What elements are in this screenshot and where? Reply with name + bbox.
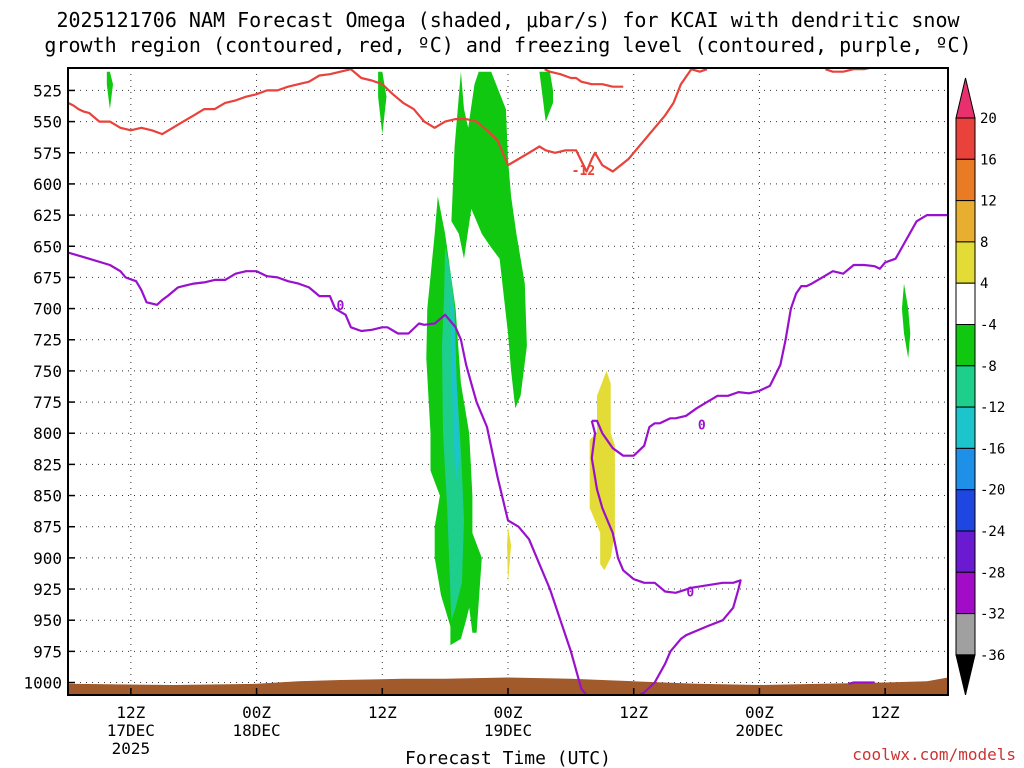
freezing-level-contour-line [591,214,948,457]
colorbar-swatch [955,447,976,491]
y-tick-label: 1000 [23,674,62,693]
omega-shaded-area [507,526,512,583]
colorbar-label: 16 [980,152,997,168]
y-tick-label: 775 [33,393,62,412]
contour-lines [68,68,948,695]
colorbar-swatch [955,117,976,160]
y-tick-label: 825 [33,455,62,474]
colorbar-label: 20 [980,111,997,127]
y-tick-label: 925 [33,580,62,599]
x-tick-label: 12Z [116,703,145,722]
x-tick-label: 12Z [871,703,900,722]
chart-title-line1: 2025121706 NAM Forecast Omega (shaded, μ… [56,8,960,32]
omega-shaded-area [442,246,464,621]
x-tick-label: 2025 [112,739,151,758]
colorbar-label: -24 [980,524,1005,540]
colorbar-label: -4 [980,318,997,334]
colorbar-swatch [955,406,976,449]
y-tick-label: 750 [33,362,62,381]
colorbar-swatch [955,530,976,573]
omega-shading [68,71,948,695]
y-tick-label: 900 [33,549,62,568]
colorbar-label: 4 [980,276,988,292]
x-tick-label: 19DEC [484,721,532,740]
x-tick-label: 17DEC [107,721,155,740]
omega-shaded-area [451,71,527,409]
x-tick-label: 20DEC [735,721,783,740]
colorbar-swatch [955,241,976,284]
contour-label: -12 [572,164,595,179]
colorbar-swatch [955,282,976,326]
colorbar-swatch [955,571,976,615]
grid-lines [68,68,948,695]
x-tick-label: 00Z [745,703,774,722]
y-tick-label: 950 [33,611,62,630]
credit-link[interactable]: coolwx.com/models [852,745,1016,764]
omega-shaded-area [539,71,553,122]
y-tick-label: 850 [33,487,62,506]
colorbar-swatch [955,613,976,656]
y-tick-label: 650 [33,237,62,256]
snow-growth-contour-line [825,68,875,73]
ground-terrain [68,677,948,695]
colorbar-swatch [955,200,976,243]
y-tick-label: 675 [33,268,62,287]
y-tick-label: 525 [33,81,62,100]
contour-label: 0 [686,586,694,601]
snow-growth-contour-line [68,68,708,173]
colorbar-label: 12 [980,194,997,210]
colorbar-label: -28 [980,565,1005,581]
colorbar-label: -8 [980,359,997,375]
colorbar-label: -36 [980,648,1005,664]
colorbar-top-arrow [955,77,976,119]
y-tick-label: 575 [33,144,62,163]
chart-title-line2: growth region (contoured, red, ºC) and f… [44,33,971,57]
x-tick-label: 00Z [242,703,271,722]
x-tick-label: 12Z [619,703,648,722]
x-tick-label: 18DEC [232,721,280,740]
colorbar-swatch [955,158,976,202]
y-tick-label: 600 [33,175,62,194]
colorbar-label: -32 [980,607,1005,623]
colorbar-swatch [955,324,976,367]
contour-labels: -12 0 0 0 [336,164,705,600]
y-tick-label: 800 [33,424,62,443]
colorbar: 20 16 12 8 4 -4 -8 -12 -16 -20 -24 -28 -32 -36 [955,77,1005,696]
y-axis-ticks: 525 550 575 600 625 650 675 700 725 750 775 800 825 8… [23,81,75,693]
omega-shaded-area [901,283,911,359]
colorbar-swatch [955,365,976,408]
colorbar-bottom-arrow [955,654,976,696]
x-axis-label: Forecast Time (UTC) [405,748,611,768]
y-tick-label: 550 [33,113,62,132]
colorbar-label: -16 [980,441,1005,457]
x-tick-label: 12Z [368,703,397,722]
contour-label: 0 [698,419,706,434]
omega-shaded-area [106,71,113,110]
x-tick-label: 00Z [494,703,523,722]
freezing-level-contour-line [68,251,590,695]
y-tick-label: 700 [33,300,62,319]
colorbar-label: -12 [980,400,1005,416]
freezing-level-contour-line [848,681,875,685]
colorbar-label: -20 [980,483,1005,499]
colorbar-swatch [955,489,976,532]
y-tick-label: 975 [33,642,62,661]
colorbar-label: 8 [980,235,988,251]
y-tick-label: 725 [33,331,62,350]
omega-shaded-area [450,296,460,484]
contour-label: 0 [336,299,344,314]
y-tick-label: 625 [33,206,62,225]
freezing-level-contour-line [590,420,742,695]
y-tick-label: 875 [33,518,62,537]
snow-growth-contour-line [544,68,624,88]
